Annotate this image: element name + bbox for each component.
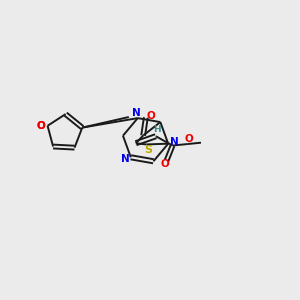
- Text: O: O: [185, 134, 194, 144]
- Text: N: N: [170, 137, 178, 147]
- Text: S: S: [144, 145, 152, 155]
- Text: N: N: [121, 154, 129, 164]
- Text: O: O: [161, 158, 170, 169]
- Text: O: O: [147, 111, 155, 121]
- Text: N: N: [132, 108, 141, 118]
- Text: H: H: [154, 125, 161, 134]
- Text: O: O: [37, 121, 46, 131]
- Text: O: O: [37, 121, 46, 131]
